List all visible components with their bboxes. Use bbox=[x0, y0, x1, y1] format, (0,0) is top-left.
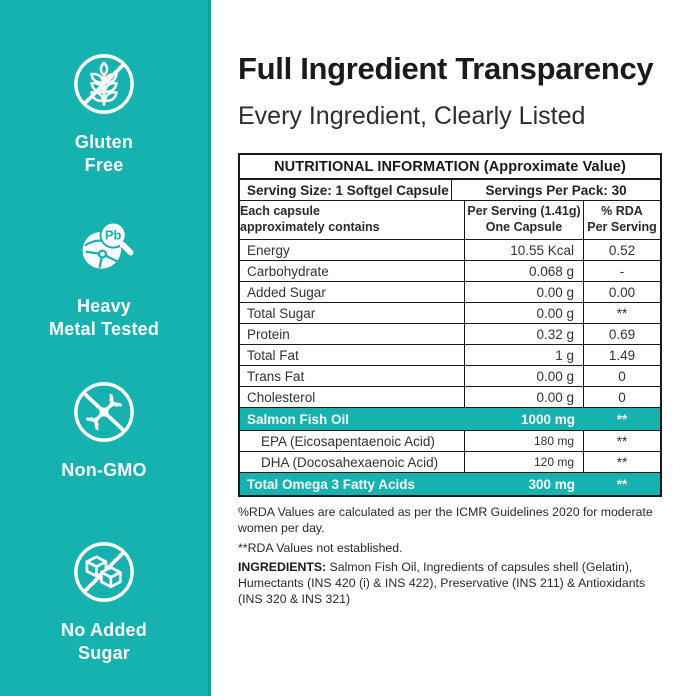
row-name: Total Sugar bbox=[240, 303, 465, 324]
row-name: EPA (Eicosapentaenoic Acid) bbox=[240, 431, 465, 452]
table-row-protein: Protein 0.32 g 0.69 bbox=[240, 323, 660, 345]
page-title: Full Ingredient Transparency bbox=[238, 51, 654, 86]
row-rda: 0 bbox=[618, 368, 626, 384]
table-row-total-fat: Total Fat 1 g 1.49 bbox=[240, 344, 660, 366]
rda-not-established-note: **RDA Values not established. bbox=[238, 540, 403, 555]
table-row-dha: DHA (Docosahexaenoic Acid) 120 mg ** bbox=[240, 451, 660, 473]
row-rda: ** bbox=[616, 305, 628, 321]
page-subtitle: Every Ingredient, Clearly Listed bbox=[238, 102, 586, 130]
row-name: Total Fat bbox=[240, 345, 465, 366]
sidebar-label-non-gmo: Non-GMO bbox=[61, 460, 147, 480]
row-value: 120 mg bbox=[465, 452, 584, 473]
row-value: 300 mg bbox=[528, 476, 575, 492]
sidebar-label-no-added-sugar: No Added Sugar bbox=[61, 620, 147, 664]
column-header-nutrient: Each capsule approximately contains bbox=[240, 201, 465, 240]
footnotes: %RDA Values are calculated as per the IC… bbox=[238, 504, 662, 607]
gluten-free-icon bbox=[66, 46, 142, 122]
table-row-added-sugar: Added Sugar 0.00 g 0.00 bbox=[240, 281, 660, 303]
sidebar-item-no-added-sugar: No Added Sugar bbox=[0, 534, 208, 666]
table-row-energy: Energy 10.55 Kcal 0.52 bbox=[240, 239, 660, 261]
row-value: 10.55 Kcal bbox=[465, 240, 584, 261]
table-row-total-sugar: Total Sugar 0.00 g ** bbox=[240, 302, 660, 324]
table-row-total-omega-3: Total Omega 3 Fatty Acids 300 mg ** bbox=[240, 472, 660, 496]
servings-per-pack: Servings Per Pack: 30 bbox=[485, 182, 627, 198]
column-header-row: Each capsule approximately contains Per … bbox=[240, 200, 660, 240]
main-content: Full Ingredient Transparency Every Ingre… bbox=[238, 50, 666, 611]
no-added-sugar-icon bbox=[66, 534, 142, 610]
table-row-epa: EPA (Eicosapentaenoic Acid) 180 mg ** bbox=[240, 430, 660, 452]
table-row-cholesterol: Cholesterol 0.00 g 0 bbox=[240, 386, 660, 408]
row-value: 0.00 g bbox=[465, 387, 584, 408]
row-rda: 0.52 bbox=[608, 242, 636, 258]
row-rda: ** bbox=[616, 454, 628, 470]
row-name: Energy bbox=[240, 240, 465, 261]
row-rda: 0 bbox=[618, 389, 626, 405]
sidebar-label-gluten-free: Gluten Free bbox=[74, 132, 134, 176]
certifications-sidebar: Gluten Free Pb Heavy Metal Tested bbox=[0, 0, 211, 696]
row-rda: ** bbox=[616, 476, 628, 492]
row-name: Added Sugar bbox=[240, 282, 465, 303]
row-value: 180 mg bbox=[465, 431, 584, 452]
ingredients-label: INGREDIENTS: bbox=[238, 559, 327, 574]
row-value: 0.00 g bbox=[465, 366, 584, 387]
serving-info-row: Serving Size: 1 Softgel Capsule Servings… bbox=[240, 178, 660, 200]
sidebar-item-gluten-free: Gluten Free bbox=[0, 46, 208, 178]
row-value: 0.068 g bbox=[465, 261, 584, 282]
column-header-per-serving: Per Serving (1.41g) One Capsule bbox=[465, 201, 584, 240]
serving-size: Serving Size: 1 Softgel Capsule bbox=[240, 180, 453, 200]
row-rda: ** bbox=[616, 433, 628, 449]
nutrition-table-title: NUTRITIONAL INFORMATION (Approximate Val… bbox=[274, 158, 626, 175]
row-value: 0.00 g bbox=[465, 303, 584, 324]
row-value: 0.32 g bbox=[465, 324, 584, 345]
table-row-salmon-fish-oil: Salmon Fish Oil 1000 mg ** bbox=[240, 407, 660, 431]
column-header-rda: % RDA Per Serving bbox=[587, 204, 657, 234]
row-name: Cholesterol bbox=[240, 387, 465, 408]
ingredients-note: INGREDIENTS: Salmon Fish Oil, Ingredient… bbox=[238, 559, 662, 608]
sidebar-item-non-gmo: Non-GMO bbox=[0, 374, 208, 482]
row-name: Protein bbox=[240, 324, 465, 345]
nutrition-table: NUTRITIONAL INFORMATION (Approximate Val… bbox=[238, 153, 662, 498]
row-name: Trans Fat bbox=[240, 366, 465, 387]
row-value: 1000 mg bbox=[520, 411, 575, 427]
row-rda: 1.49 bbox=[608, 347, 636, 363]
row-value: 0.00 g bbox=[465, 282, 584, 303]
row-rda: 0.00 bbox=[608, 284, 636, 300]
table-row-carbohydrate: Carbohydrate 0.068 g - bbox=[240, 260, 660, 282]
svg-text:Pb: Pb bbox=[105, 228, 122, 243]
heavy-metal-tested-icon: Pb bbox=[66, 210, 142, 286]
rda-note: %RDA Values are calculated as per the IC… bbox=[238, 505, 653, 536]
ingredients-text: Salmon Fish Oil, Ingredients of capsules… bbox=[238, 559, 646, 607]
row-rda: ** bbox=[616, 411, 628, 427]
non-gmo-icon bbox=[66, 374, 142, 450]
row-name: Salmon Fish Oil bbox=[247, 411, 350, 427]
table-row-trans-fat: Trans Fat 0.00 g 0 bbox=[240, 365, 660, 387]
sidebar-label-heavy-metal-tested: Heavy Metal Tested bbox=[48, 296, 160, 340]
row-rda: 0.69 bbox=[608, 326, 636, 342]
row-rda: - bbox=[619, 263, 625, 279]
row-name: Total Omega 3 Fatty Acids bbox=[247, 476, 416, 492]
row-name: DHA (Docosahexaenoic Acid) bbox=[240, 452, 465, 473]
row-value: 1 g bbox=[465, 345, 584, 366]
sidebar-item-heavy-metal-tested: Pb Heavy Metal Tested bbox=[0, 210, 208, 342]
row-name: Carbohydrate bbox=[240, 261, 465, 282]
